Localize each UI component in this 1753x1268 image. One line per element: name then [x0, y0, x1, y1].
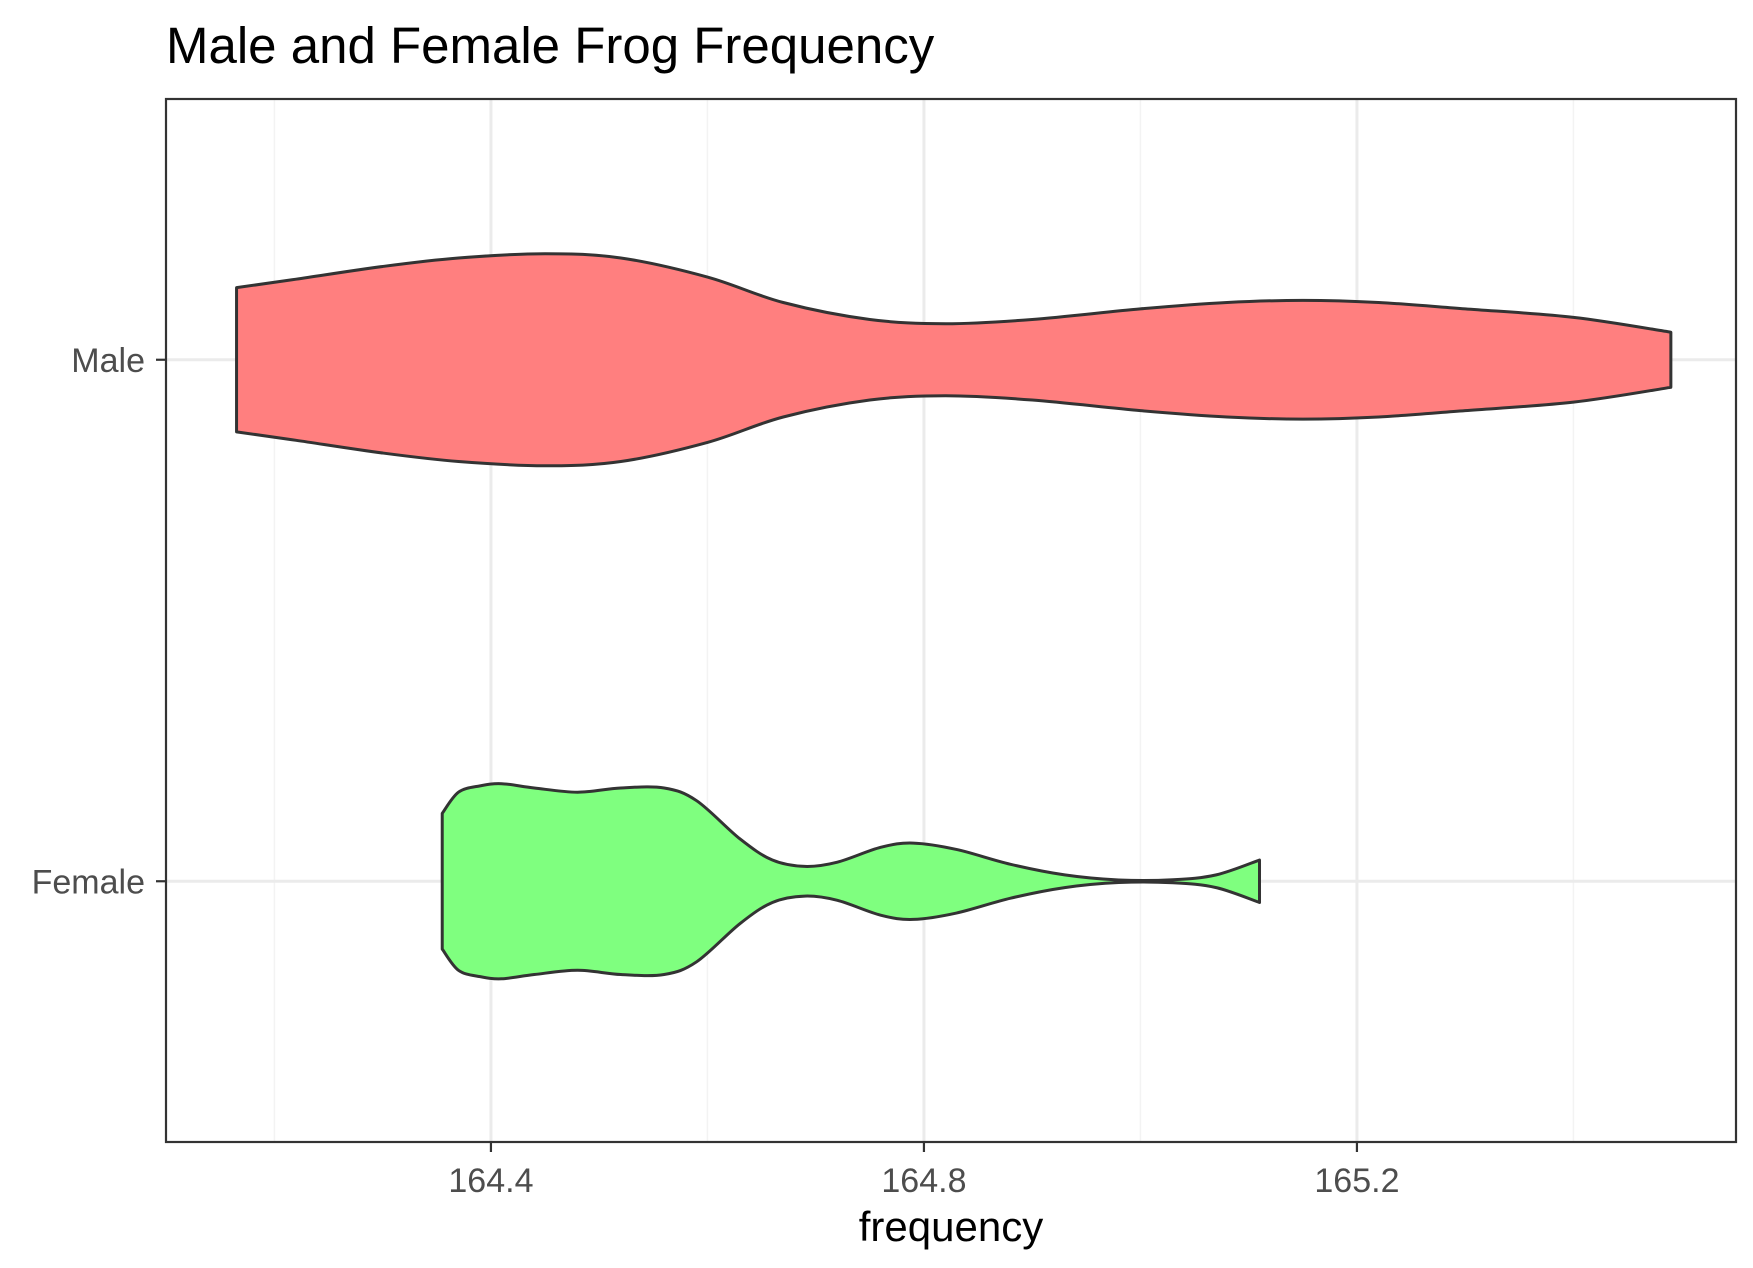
- violin-male: [235, 252, 1673, 468]
- grid-layer: [166, 99, 1736, 1142]
- axes-layer: Male Female 164.4 164.8 165.2: [32, 342, 1400, 1200]
- violin-female: [440, 782, 1262, 981]
- x-tick-label: 164.8: [881, 1162, 966, 1200]
- panel-border: [164, 97, 1738, 1144]
- chart-title: Male and Female Frog Frequency: [166, 17, 935, 74]
- y-tick-label: Male: [71, 342, 145, 380]
- violin-layer: [235, 252, 1673, 981]
- x-tick-label: 165.2: [1314, 1162, 1399, 1200]
- y-tick-label: Female: [32, 863, 145, 901]
- x-tick-label: 164.4: [448, 1162, 533, 1200]
- x-axis-title: frequency: [859, 1203, 1043, 1250]
